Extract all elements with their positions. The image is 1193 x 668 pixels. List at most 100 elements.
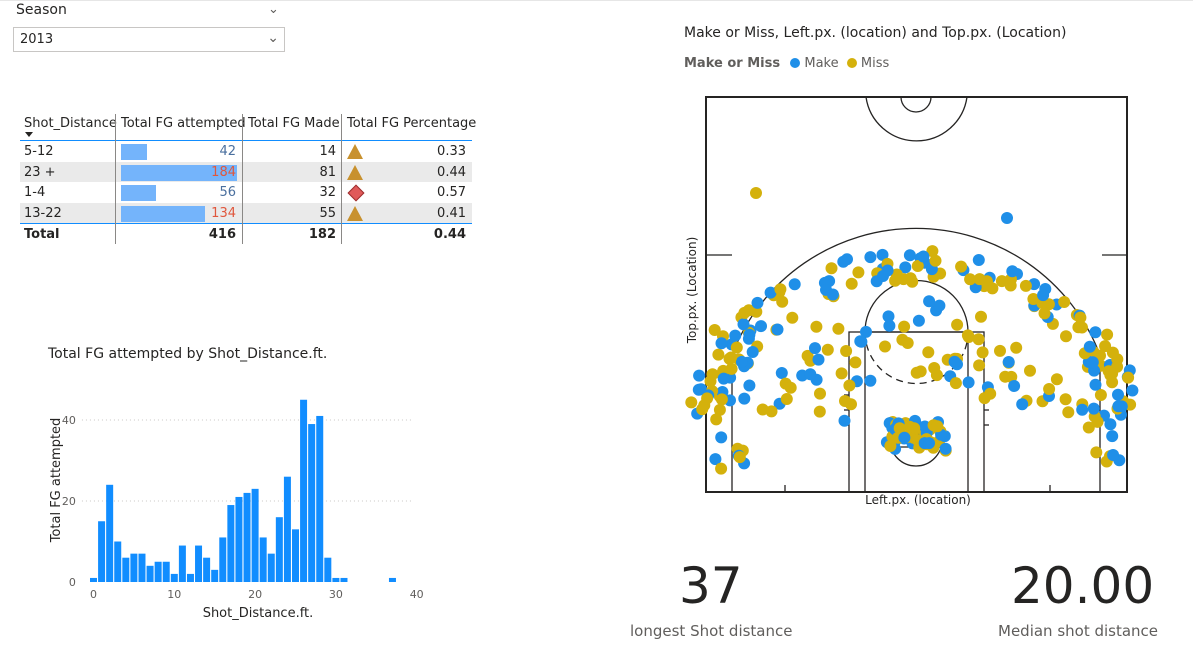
- shot-miss-point[interactable]: [701, 392, 714, 405]
- histogram-bar[interactable]: [308, 424, 316, 582]
- shot-miss-point[interactable]: [995, 275, 1008, 288]
- shot-miss-point[interactable]: [774, 283, 787, 296]
- histogram-bar[interactable]: [275, 517, 283, 582]
- shot-make-point[interactable]: [882, 310, 895, 323]
- histogram-bar[interactable]: [195, 545, 203, 582]
- shot-make-point[interactable]: [1089, 326, 1102, 339]
- shot-make-point[interactable]: [877, 270, 889, 282]
- shot-miss-point[interactable]: [1019, 279, 1032, 292]
- shot-miss-point[interactable]: [1106, 346, 1119, 359]
- shot-miss-point[interactable]: [849, 356, 862, 369]
- shot-miss-point[interactable]: [908, 422, 921, 435]
- shot-miss-point[interactable]: [835, 367, 848, 380]
- shot-make-point[interactable]: [755, 320, 767, 333]
- shot-miss-point[interactable]: [1010, 341, 1023, 354]
- shot-make-point[interactable]: [743, 328, 756, 341]
- shot-make-point[interactable]: [837, 255, 850, 268]
- shot-miss-point[interactable]: [973, 273, 986, 286]
- shot-miss-point[interactable]: [901, 337, 914, 349]
- shot-make-point[interactable]: [771, 323, 784, 336]
- col-header-attempted[interactable]: Total FG attempted: [121, 116, 246, 131]
- shot-make-point[interactable]: [962, 376, 975, 389]
- shot-miss-point[interactable]: [922, 346, 935, 359]
- shot-make-point[interactable]: [735, 355, 748, 368]
- shot-make-point[interactable]: [692, 383, 705, 396]
- shot-make-point[interactable]: [899, 261, 912, 274]
- shot-make-point[interactable]: [809, 342, 821, 355]
- histogram-bar[interactable]: [186, 573, 194, 582]
- histogram-bar[interactable]: [106, 484, 114, 582]
- legend-make-label[interactable]: Make: [804, 56, 839, 71]
- shot-make-point[interactable]: [737, 318, 750, 331]
- histogram-bar[interactable]: [146, 565, 154, 582]
- histogram-bar[interactable]: [388, 577, 396, 582]
- shot-make-point[interactable]: [923, 295, 936, 308]
- shot-make-point[interactable]: [709, 453, 722, 466]
- shot-miss-point[interactable]: [780, 393, 793, 405]
- table-row[interactable]: 1-4 56 32 0.57: [20, 182, 472, 202]
- shot-make-point[interactable]: [838, 414, 851, 427]
- shot-miss-point[interactable]: [725, 362, 738, 375]
- histogram-bar[interactable]: [178, 545, 186, 582]
- shot-make-point[interactable]: [717, 372, 730, 385]
- histogram-bar[interactable]: [267, 553, 275, 582]
- histogram-bar[interactable]: [162, 561, 170, 582]
- shot-miss-point[interactable]: [999, 370, 1012, 383]
- histogram-bar[interactable]: [219, 537, 227, 582]
- shot-make-point[interactable]: [693, 369, 706, 382]
- shot-make-point[interactable]: [1112, 388, 1124, 401]
- shot-miss-point[interactable]: [926, 245, 939, 258]
- shot-miss-point[interactable]: [1101, 328, 1114, 341]
- shot-make-point[interactable]: [1106, 430, 1119, 443]
- shot-make-point[interactable]: [1083, 340, 1096, 353]
- histogram-bar[interactable]: [114, 541, 122, 583]
- shot-make-point[interactable]: [743, 379, 756, 392]
- shot-make-point[interactable]: [883, 319, 896, 332]
- shot-make-point[interactable]: [775, 367, 788, 379]
- shot-miss-point[interactable]: [852, 266, 865, 279]
- shot-make-point[interactable]: [1016, 398, 1029, 411]
- shot-miss-point[interactable]: [1090, 446, 1103, 459]
- shot-make-point[interactable]: [1008, 380, 1021, 392]
- shot-miss-point[interactable]: [955, 260, 968, 273]
- shot-miss-point[interactable]: [1072, 321, 1085, 334]
- histogram-bar[interactable]: [292, 529, 299, 582]
- shot-miss-point[interactable]: [840, 345, 853, 357]
- shot-miss-point[interactable]: [973, 359, 986, 372]
- shot-make-point[interactable]: [1112, 400, 1125, 413]
- shot-miss-point[interactable]: [713, 403, 726, 416]
- table-row[interactable]: 23 + 184 81 0.44: [20, 161, 472, 182]
- legend-miss-label[interactable]: Miss: [860, 56, 890, 71]
- histogram-bar[interactable]: [154, 561, 162, 582]
- shot-make-point[interactable]: [715, 337, 728, 350]
- shot-miss-point[interactable]: [911, 260, 924, 272]
- shot-make-point[interactable]: [788, 278, 801, 291]
- histogram-bar[interactable]: [138, 553, 146, 582]
- table-row[interactable]: 13-22 134 55 0.41: [20, 202, 472, 223]
- shot-make-point[interactable]: [804, 368, 817, 381]
- shot-miss-point[interactable]: [879, 340, 891, 353]
- col-header-percentage[interactable]: Total FG Percentage: [347, 116, 477, 131]
- shot-make-point[interactable]: [764, 286, 777, 299]
- shot-miss-point[interactable]: [994, 344, 1006, 357]
- chevron-down-icon[interactable]: ⌄: [267, 30, 279, 46]
- shot-miss-point[interactable]: [839, 395, 851, 407]
- shot-make-point[interactable]: [854, 335, 867, 348]
- histogram-bar[interactable]: [259, 537, 267, 582]
- shot-miss-point[interactable]: [929, 254, 942, 267]
- col-header-made[interactable]: Total FG Made: [248, 116, 340, 131]
- shot-miss-point[interactable]: [984, 387, 997, 400]
- shot-make-point[interactable]: [1002, 356, 1015, 368]
- shot-make-point[interactable]: [738, 392, 751, 405]
- shot-miss-point[interactable]: [976, 346, 989, 359]
- shot-miss-point[interactable]: [961, 329, 974, 342]
- shot-miss-point[interactable]: [1062, 406, 1075, 419]
- histogram-bar[interactable]: [211, 569, 219, 582]
- shot-miss-point[interactable]: [786, 311, 799, 324]
- shot-make-point[interactable]: [1086, 356, 1099, 369]
- histogram-bar[interactable]: [203, 557, 211, 582]
- histogram-bar[interactable]: [90, 577, 97, 582]
- shot-miss-point[interactable]: [893, 422, 906, 435]
- shot-miss-point[interactable]: [821, 343, 834, 356]
- shot-make-point[interactable]: [864, 251, 877, 264]
